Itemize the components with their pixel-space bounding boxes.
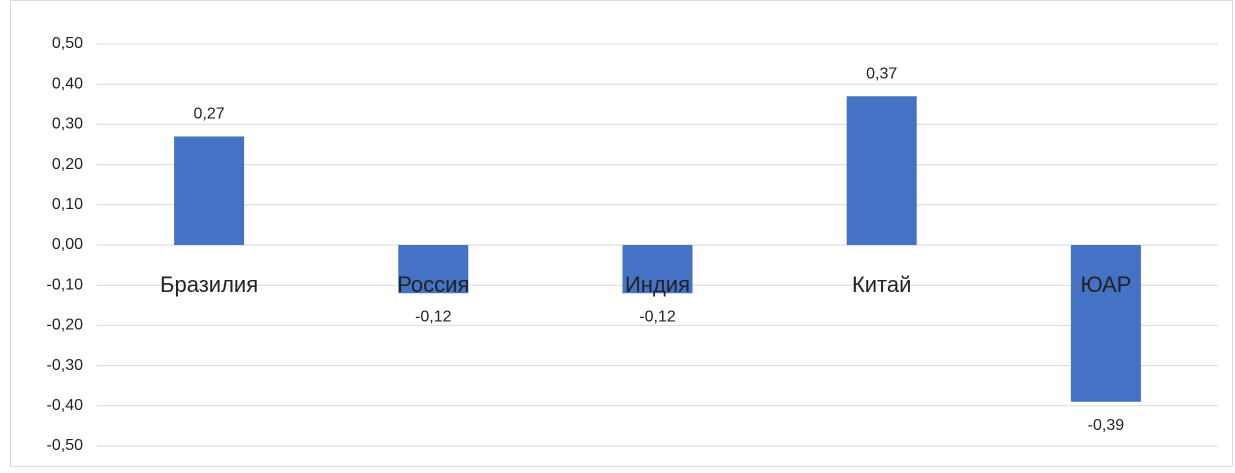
bar bbox=[174, 136, 245, 245]
bar bbox=[846, 96, 917, 245]
y-tick-label: -0,30 bbox=[47, 357, 84, 374]
bar bbox=[398, 245, 469, 294]
bar bbox=[1070, 245, 1141, 402]
y-tick-label: 0,50 bbox=[52, 35, 83, 52]
data-label: -0,39 bbox=[1088, 417, 1125, 434]
x-tick-label: ЮАР bbox=[1080, 272, 1131, 297]
x-tick-label: Индия bbox=[625, 272, 690, 297]
y-tick-label: -0,20 bbox=[47, 317, 84, 334]
x-tick-label: Россия bbox=[397, 272, 469, 297]
y-tick-label: -0,50 bbox=[47, 437, 84, 454]
data-label: 0,37 bbox=[866, 65, 897, 82]
y-tick-label: 0,40 bbox=[52, 75, 83, 92]
y-tick-label: 0,30 bbox=[52, 116, 83, 133]
data-label: -0,12 bbox=[415, 308, 452, 325]
y-tick-label: 0,00 bbox=[52, 236, 83, 253]
y-tick-label: 0,20 bbox=[52, 156, 83, 173]
x-tick-label: Китай bbox=[852, 272, 911, 297]
y-tick-label: -0,10 bbox=[47, 276, 84, 293]
bar bbox=[622, 245, 693, 294]
y-tick-label: -0,40 bbox=[47, 397, 84, 414]
data-label: -0,12 bbox=[639, 308, 676, 325]
y-tick-label: 0,10 bbox=[52, 196, 83, 213]
data-label: 0,27 bbox=[194, 106, 225, 123]
x-tick-label: Бразилия bbox=[160, 272, 258, 297]
